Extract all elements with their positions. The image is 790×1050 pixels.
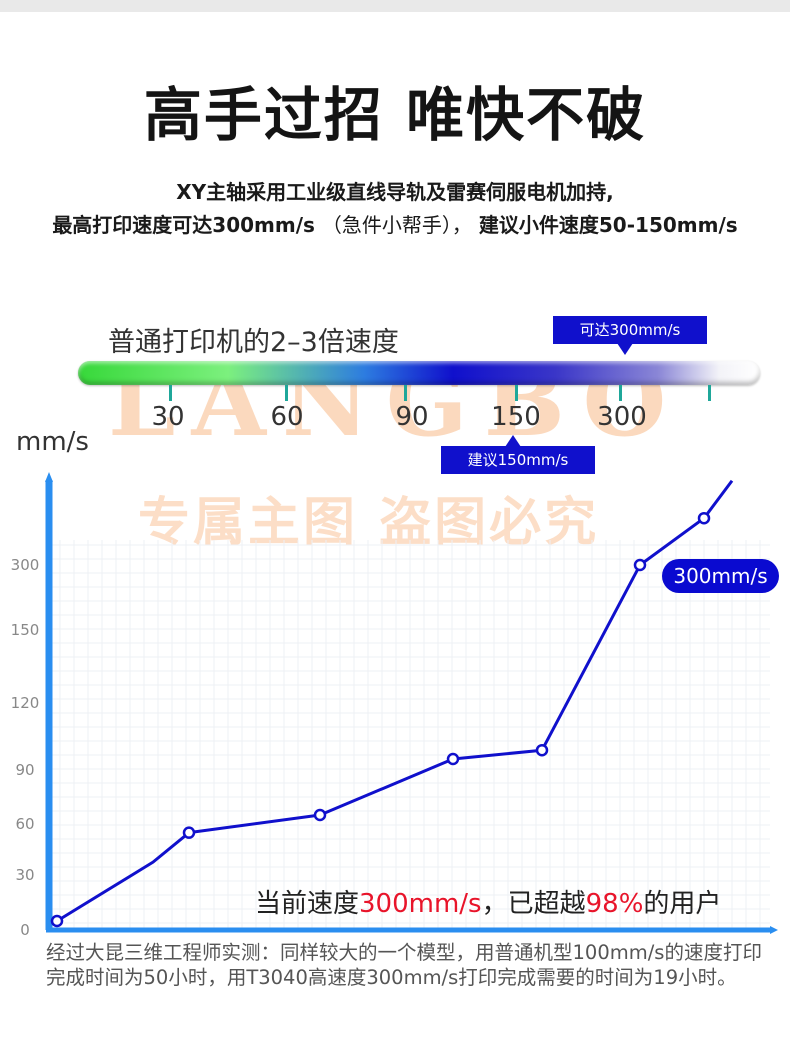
speed-tick-label: 150 [491,402,541,432]
y-axis-unit-label: mm/s [16,427,89,457]
callout-max-speed: 可达300mm/s [553,316,707,355]
speed-tick [169,385,172,401]
data-point [697,511,711,525]
data-point [182,826,196,839]
data-point [535,743,549,757]
result-statement: 当前速度300mm/s，已超越98%的用户 [255,883,721,920]
x-axis-arrow [770,926,778,934]
description-line-1: XY主轴采用工业级直线导轨及雷赛伺服电机加持, [176,180,614,204]
speed-caption: 普通打印机的2–3倍速度 [108,327,399,358]
data-point [446,752,460,766]
result-middle: ，已超越 [481,889,586,919]
callout-pointer [617,343,633,355]
speed-gradient-bar [78,361,760,385]
speed-tick [708,385,711,401]
result-prefix: 当前速度 [255,889,360,919]
top-bar [0,0,790,12]
callout-recommended-speed: 建议150mm/s [441,435,595,474]
speed-tick-label: 90 [395,402,429,432]
result-suffix: 的用户 [643,889,722,919]
speed-tick-label: 30 [151,402,185,432]
y-tick-label: 60 [15,815,35,833]
y-tick-label: 300 [10,556,40,574]
y-tick-label: 30 [15,866,35,884]
rush-job-text: （急件小帮手）， [321,213,472,237]
data-point [50,914,64,928]
y-tick-label: 120 [10,694,40,712]
speed-tick-label: 300 [597,402,647,432]
callout-pointer [505,435,521,447]
speed-tick [619,385,622,401]
callout-max-speed-label: 可达300mm/s [579,321,681,339]
recommended-speed-text: 建议小件速度50-150mm/s [478,213,738,237]
speed-tick [285,385,288,401]
max-speed-text: 最高打印速度可达300mm/s [52,213,315,237]
y-tick-label: 150 [10,621,40,639]
y-axis-arrow [45,472,53,482]
data-point [313,808,327,822]
speed-tick [404,385,407,401]
y-tick-label: 0 [20,921,30,939]
result-speed: 300mm/s [359,889,482,919]
speed-tick [515,385,518,401]
description-line-2: 最高打印速度可达300mm/s （急件小帮手）， 建议小件速度50-150mm/… [0,209,790,238]
headline: 高手过招 唯快不破 [143,81,647,149]
callout-recommended-speed-label: 建议150mm/s [467,451,569,469]
test-note: 经过大昆三维工程师实测：同样较大的一个模型，用普通机型100mm/s的速度打印完… [46,941,762,989]
speed-tick-label: 60 [270,402,304,432]
data-point [633,558,647,572]
y-tick-label: 90 [15,761,35,779]
speed-annotation-badge: 300mm/s [662,559,779,593]
result-percent: 98% [585,889,644,919]
